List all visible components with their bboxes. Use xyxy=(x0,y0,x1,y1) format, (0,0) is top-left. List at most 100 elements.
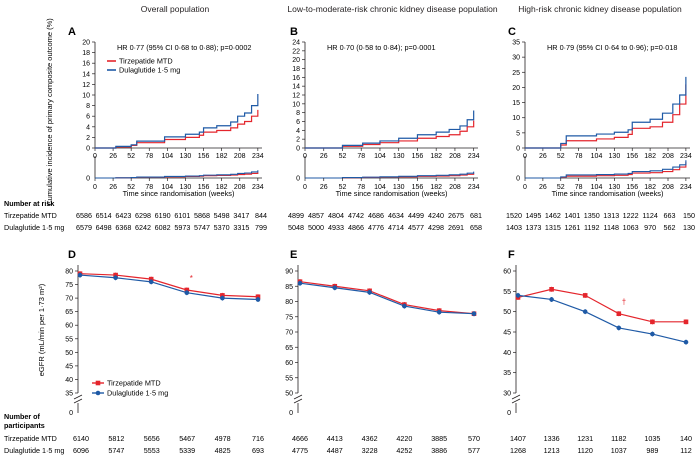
y-tick-label: 50 xyxy=(285,391,293,398)
inset-x-tick-label: 26 xyxy=(539,184,547,191)
y-tick-label: 50 xyxy=(65,350,73,357)
risk-cell-tirz: 1124 xyxy=(642,211,657,220)
y-tick-label: 15 xyxy=(512,100,520,107)
risk-cell-tirz: 844 xyxy=(255,211,267,220)
egfr-point-dula xyxy=(77,272,83,278)
km-x-axis-label: Time since randomisation (weeks) xyxy=(552,189,664,198)
y-tick-label: 45 xyxy=(503,330,511,337)
risk-cell-tirz: 1222 xyxy=(623,211,639,220)
x-tick-label: 156 xyxy=(412,153,424,160)
y-tick-label: 0 xyxy=(507,410,511,417)
risk-cell-tirz: 4857 xyxy=(308,211,324,220)
egfr-point-tirz xyxy=(220,293,225,298)
egfr-point-dula xyxy=(436,309,442,315)
risk-cell-dula: 4776 xyxy=(368,223,384,232)
participants-cell-tirz: 5467 xyxy=(179,434,195,443)
y-tick-label: 80 xyxy=(65,269,73,276)
inset-y-tick-label: 0 xyxy=(296,176,300,183)
y-tick-label: 55 xyxy=(503,289,511,296)
egfr-point-tirz xyxy=(650,319,655,325)
risk-cell-dula: 6082 xyxy=(155,223,171,232)
y-tick-label: 55 xyxy=(285,375,293,382)
y-tick-label: 0 xyxy=(296,146,300,153)
x-tick-label: 208 xyxy=(234,153,246,160)
participants-cell-dula: 4825 xyxy=(215,446,231,455)
y-tick-label: 14 xyxy=(292,84,300,91)
y-tick-label: 12 xyxy=(82,82,90,89)
x-tick-label: 104 xyxy=(591,153,603,160)
y-tick-label: 14 xyxy=(82,71,90,78)
panel-letter: D xyxy=(68,249,76,261)
y-tick-label: 6 xyxy=(86,114,90,121)
y-tick-label: 2 xyxy=(86,135,90,142)
egfr-point-dula xyxy=(616,325,622,331)
participants-cell-tirz: 1231 xyxy=(577,434,593,443)
risk-cell-tirz: 4499 xyxy=(408,211,424,220)
risk-cell-dula: 6579 xyxy=(76,223,92,232)
risk-cell-tirz: 6586 xyxy=(76,211,92,220)
egfr-line-dula xyxy=(517,294,687,343)
x-tick-label: 130 xyxy=(180,153,192,160)
risk-cell-tirz: 4899 xyxy=(288,211,304,220)
y-tick-label: 0 xyxy=(289,410,293,417)
participants-cell-dula: 4487 xyxy=(327,446,343,455)
at-risk-tirz-label: Tirzepatide MTD xyxy=(4,211,57,220)
inset-line-tirz xyxy=(95,172,259,179)
x-tick-label: 182 xyxy=(644,153,656,160)
participants-cell-tirz: 3885 xyxy=(431,434,447,443)
y-tick-label: 10 xyxy=(82,93,90,100)
risk-cell-tirz: 3417 xyxy=(233,211,249,220)
y-tick-label: 65 xyxy=(285,345,293,352)
risk-cell-tirz: 5498 xyxy=(214,211,230,220)
risk-cell-tirz: 6190 xyxy=(155,211,171,220)
risk-cell-tirz: 6298 xyxy=(135,211,151,220)
risk-cell-tirz: 6423 xyxy=(115,211,131,220)
inset-x-tick-label: 0 xyxy=(303,184,307,191)
inset-x-tick-label: 234 xyxy=(680,184,692,191)
participants-cell-tirz: 5656 xyxy=(144,434,160,443)
egfr-point-dula xyxy=(582,309,588,314)
egfr-line-tirz xyxy=(517,288,686,323)
risk-cell-dula: 6368 xyxy=(115,223,131,232)
y-tick-label: 70 xyxy=(285,330,293,337)
km-x-axis-label: Time since randomisation (weeks) xyxy=(336,189,448,198)
y-tick-label: 8 xyxy=(296,110,300,117)
participants-cell-tirz: 716 xyxy=(252,434,264,443)
y-tick-label: 16 xyxy=(292,75,300,82)
participants-cell-tirz: 4413 xyxy=(327,434,343,443)
risk-cell-dula: 5370 xyxy=(214,223,230,232)
y-tick-label: 0 xyxy=(69,410,73,417)
participants-tirz-label: Tirzepatide MTD xyxy=(4,434,57,443)
x-tick-label: 182 xyxy=(216,153,228,160)
y-tick-label: 85 xyxy=(285,284,293,291)
x-tick-label: 182 xyxy=(430,153,442,160)
risk-cell-dula: 2691 xyxy=(448,223,464,232)
risk-cell-tirz: 1350 xyxy=(584,211,600,220)
participants-cell-dula: 3886 xyxy=(431,446,447,455)
risk-cell-dula: 6498 xyxy=(96,223,112,232)
y-tick-label: 10 xyxy=(292,101,300,108)
x-tick-label: 52 xyxy=(127,153,135,160)
inset-x-tick-label: 52 xyxy=(557,184,565,191)
inset-x-tick-label: 78 xyxy=(575,184,583,191)
egfr-point-dula xyxy=(683,339,689,345)
hr-annotation: HR 0·79 (95% CI 0·64 to 0·96); p=0·018 xyxy=(547,43,677,52)
egfr-point-dula xyxy=(255,297,261,302)
egfr-point-tirz xyxy=(113,272,118,278)
x-tick-label: 208 xyxy=(662,153,674,160)
participants-cell-dula: 5553 xyxy=(144,446,160,455)
y-tick-label: 90 xyxy=(285,269,293,276)
participants-cell-tirz: 4362 xyxy=(362,434,378,443)
panel-letter: A xyxy=(68,26,76,38)
x-tick-label: 234 xyxy=(252,153,264,160)
x-tick-label: 78 xyxy=(357,153,365,160)
inset-x-tick-label: 182 xyxy=(216,184,228,191)
risk-cell-dula: 1315 xyxy=(545,223,561,232)
egfr-y-axis-label: eGFR (mL/min per 1·73 m²) xyxy=(37,283,46,376)
at-risk-heading: Number at risk xyxy=(4,199,54,208)
risk-cell-dula: 5973 xyxy=(174,223,190,232)
risk-cell-dula: 799 xyxy=(255,223,267,232)
x-tick-label: 234 xyxy=(680,153,692,160)
x-tick-label: 130 xyxy=(609,153,621,160)
x-tick-label: 104 xyxy=(162,153,174,160)
